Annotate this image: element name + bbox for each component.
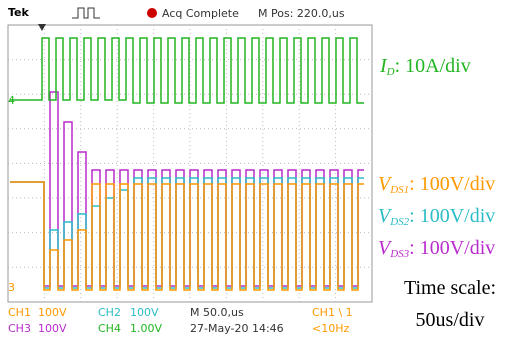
brand: Tek (8, 6, 30, 19)
footer-text: CH2 (98, 306, 121, 319)
footer-text: <10Hz (312, 322, 349, 335)
footer-text: CH3 (8, 322, 31, 335)
footer-text: 100V (38, 322, 67, 335)
position: M Pos: 220.0,us (258, 7, 345, 20)
run-indicator (147, 8, 157, 18)
footer-text: CH1 (8, 306, 31, 319)
label-text: : 100V/div (409, 237, 495, 259)
footer-text: 100V (130, 306, 159, 319)
label-text: : 10A/div (395, 55, 471, 77)
footer-text: CH4 (98, 322, 121, 335)
label-text: : 100V/div (409, 173, 495, 195)
time-scale: Time scale: (404, 277, 496, 299)
footer-text: CH1 \ 1 (312, 306, 353, 319)
status: Acq Complete (162, 7, 239, 20)
label-subscript: DS3 (389, 248, 409, 260)
footer-text: 27-May-20 14:46 (190, 322, 284, 335)
footer-text: M 50.0,us (190, 306, 244, 319)
label-subscript: DS1 (389, 184, 409, 196)
label-subscript: D (386, 66, 395, 78)
footer-text: 1.00V (130, 322, 162, 335)
marker: 4 (8, 94, 15, 107)
page: Tek Acq Complete M Pos: 220.0,us 4 3 CH1… (0, 0, 522, 339)
footer-text: 100V (38, 306, 67, 319)
marker: 3 (8, 281, 15, 294)
time-scale: 50us/div (416, 309, 485, 331)
label-text: : 100V/div (409, 205, 495, 227)
label-subscript: DS2 (389, 216, 409, 228)
